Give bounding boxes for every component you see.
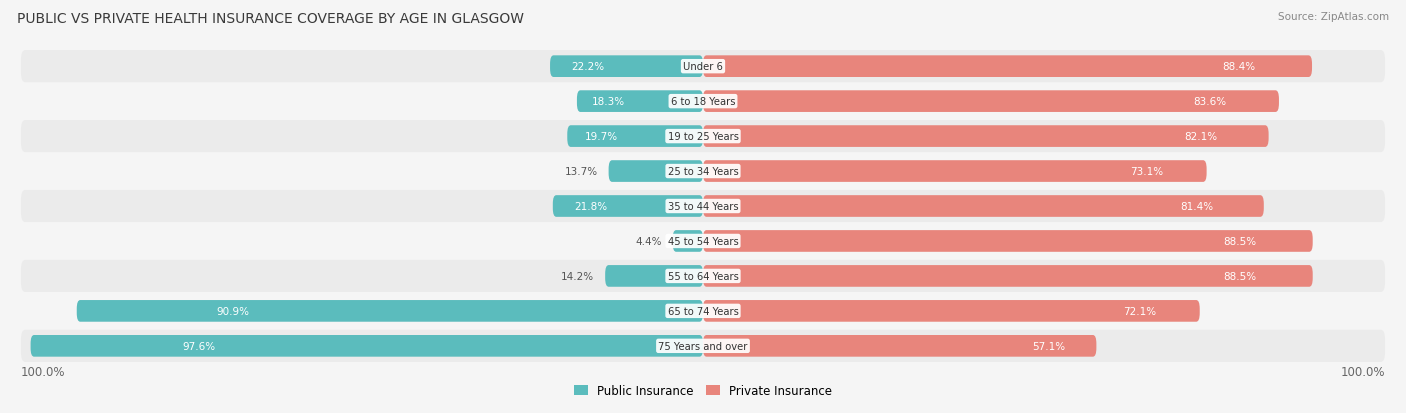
- FancyBboxPatch shape: [567, 126, 703, 147]
- FancyBboxPatch shape: [31, 335, 703, 357]
- Text: Under 6: Under 6: [683, 62, 723, 72]
- FancyBboxPatch shape: [550, 56, 703, 78]
- Text: 88.5%: 88.5%: [1223, 271, 1256, 281]
- Text: 72.1%: 72.1%: [1123, 306, 1157, 316]
- FancyBboxPatch shape: [21, 51, 1385, 83]
- Legend: Public Insurance, Private Insurance: Public Insurance, Private Insurance: [569, 379, 837, 401]
- Text: 90.9%: 90.9%: [217, 306, 250, 316]
- FancyBboxPatch shape: [703, 266, 1313, 287]
- Text: 22.2%: 22.2%: [572, 62, 605, 72]
- FancyBboxPatch shape: [703, 300, 1199, 322]
- FancyBboxPatch shape: [21, 156, 1385, 188]
- FancyBboxPatch shape: [21, 330, 1385, 362]
- FancyBboxPatch shape: [703, 126, 1268, 147]
- Text: 75 Years and over: 75 Years and over: [658, 341, 748, 351]
- Text: 35 to 44 Years: 35 to 44 Years: [668, 202, 738, 211]
- Text: 82.1%: 82.1%: [1184, 132, 1218, 142]
- Text: 65 to 74 Years: 65 to 74 Years: [668, 306, 738, 316]
- Text: 55 to 64 Years: 55 to 64 Years: [668, 271, 738, 281]
- Text: Source: ZipAtlas.com: Source: ZipAtlas.com: [1278, 12, 1389, 22]
- FancyBboxPatch shape: [703, 335, 1097, 357]
- Text: 45 to 54 Years: 45 to 54 Years: [668, 236, 738, 247]
- Text: 88.4%: 88.4%: [1222, 62, 1256, 72]
- FancyBboxPatch shape: [576, 91, 703, 113]
- FancyBboxPatch shape: [703, 56, 1312, 78]
- Text: 6 to 18 Years: 6 to 18 Years: [671, 97, 735, 107]
- Text: 19 to 25 Years: 19 to 25 Years: [668, 132, 738, 142]
- FancyBboxPatch shape: [703, 161, 1206, 183]
- FancyBboxPatch shape: [609, 161, 703, 183]
- Text: 13.7%: 13.7%: [564, 166, 598, 177]
- Text: 83.6%: 83.6%: [1194, 97, 1226, 107]
- FancyBboxPatch shape: [77, 300, 703, 322]
- Text: 100.0%: 100.0%: [1340, 365, 1385, 378]
- Text: 88.5%: 88.5%: [1223, 236, 1256, 247]
- Text: 73.1%: 73.1%: [1129, 166, 1163, 177]
- Text: 25 to 34 Years: 25 to 34 Years: [668, 166, 738, 177]
- FancyBboxPatch shape: [21, 295, 1385, 327]
- Text: 14.2%: 14.2%: [561, 271, 595, 281]
- Text: 100.0%: 100.0%: [21, 365, 66, 378]
- Text: 18.3%: 18.3%: [592, 97, 626, 107]
- FancyBboxPatch shape: [553, 196, 703, 217]
- FancyBboxPatch shape: [703, 91, 1279, 113]
- FancyBboxPatch shape: [21, 121, 1385, 153]
- Text: 57.1%: 57.1%: [1032, 341, 1066, 351]
- Text: 21.8%: 21.8%: [574, 202, 607, 211]
- FancyBboxPatch shape: [605, 266, 703, 287]
- Text: 4.4%: 4.4%: [636, 236, 662, 247]
- FancyBboxPatch shape: [672, 230, 703, 252]
- FancyBboxPatch shape: [703, 196, 1264, 217]
- FancyBboxPatch shape: [21, 86, 1385, 118]
- FancyBboxPatch shape: [703, 230, 1313, 252]
- Text: PUBLIC VS PRIVATE HEALTH INSURANCE COVERAGE BY AGE IN GLASGOW: PUBLIC VS PRIVATE HEALTH INSURANCE COVER…: [17, 12, 524, 26]
- Text: 81.4%: 81.4%: [1180, 202, 1213, 211]
- FancyBboxPatch shape: [21, 260, 1385, 292]
- FancyBboxPatch shape: [21, 190, 1385, 223]
- Text: 19.7%: 19.7%: [585, 132, 617, 142]
- Text: 97.6%: 97.6%: [183, 341, 215, 351]
- FancyBboxPatch shape: [21, 225, 1385, 257]
